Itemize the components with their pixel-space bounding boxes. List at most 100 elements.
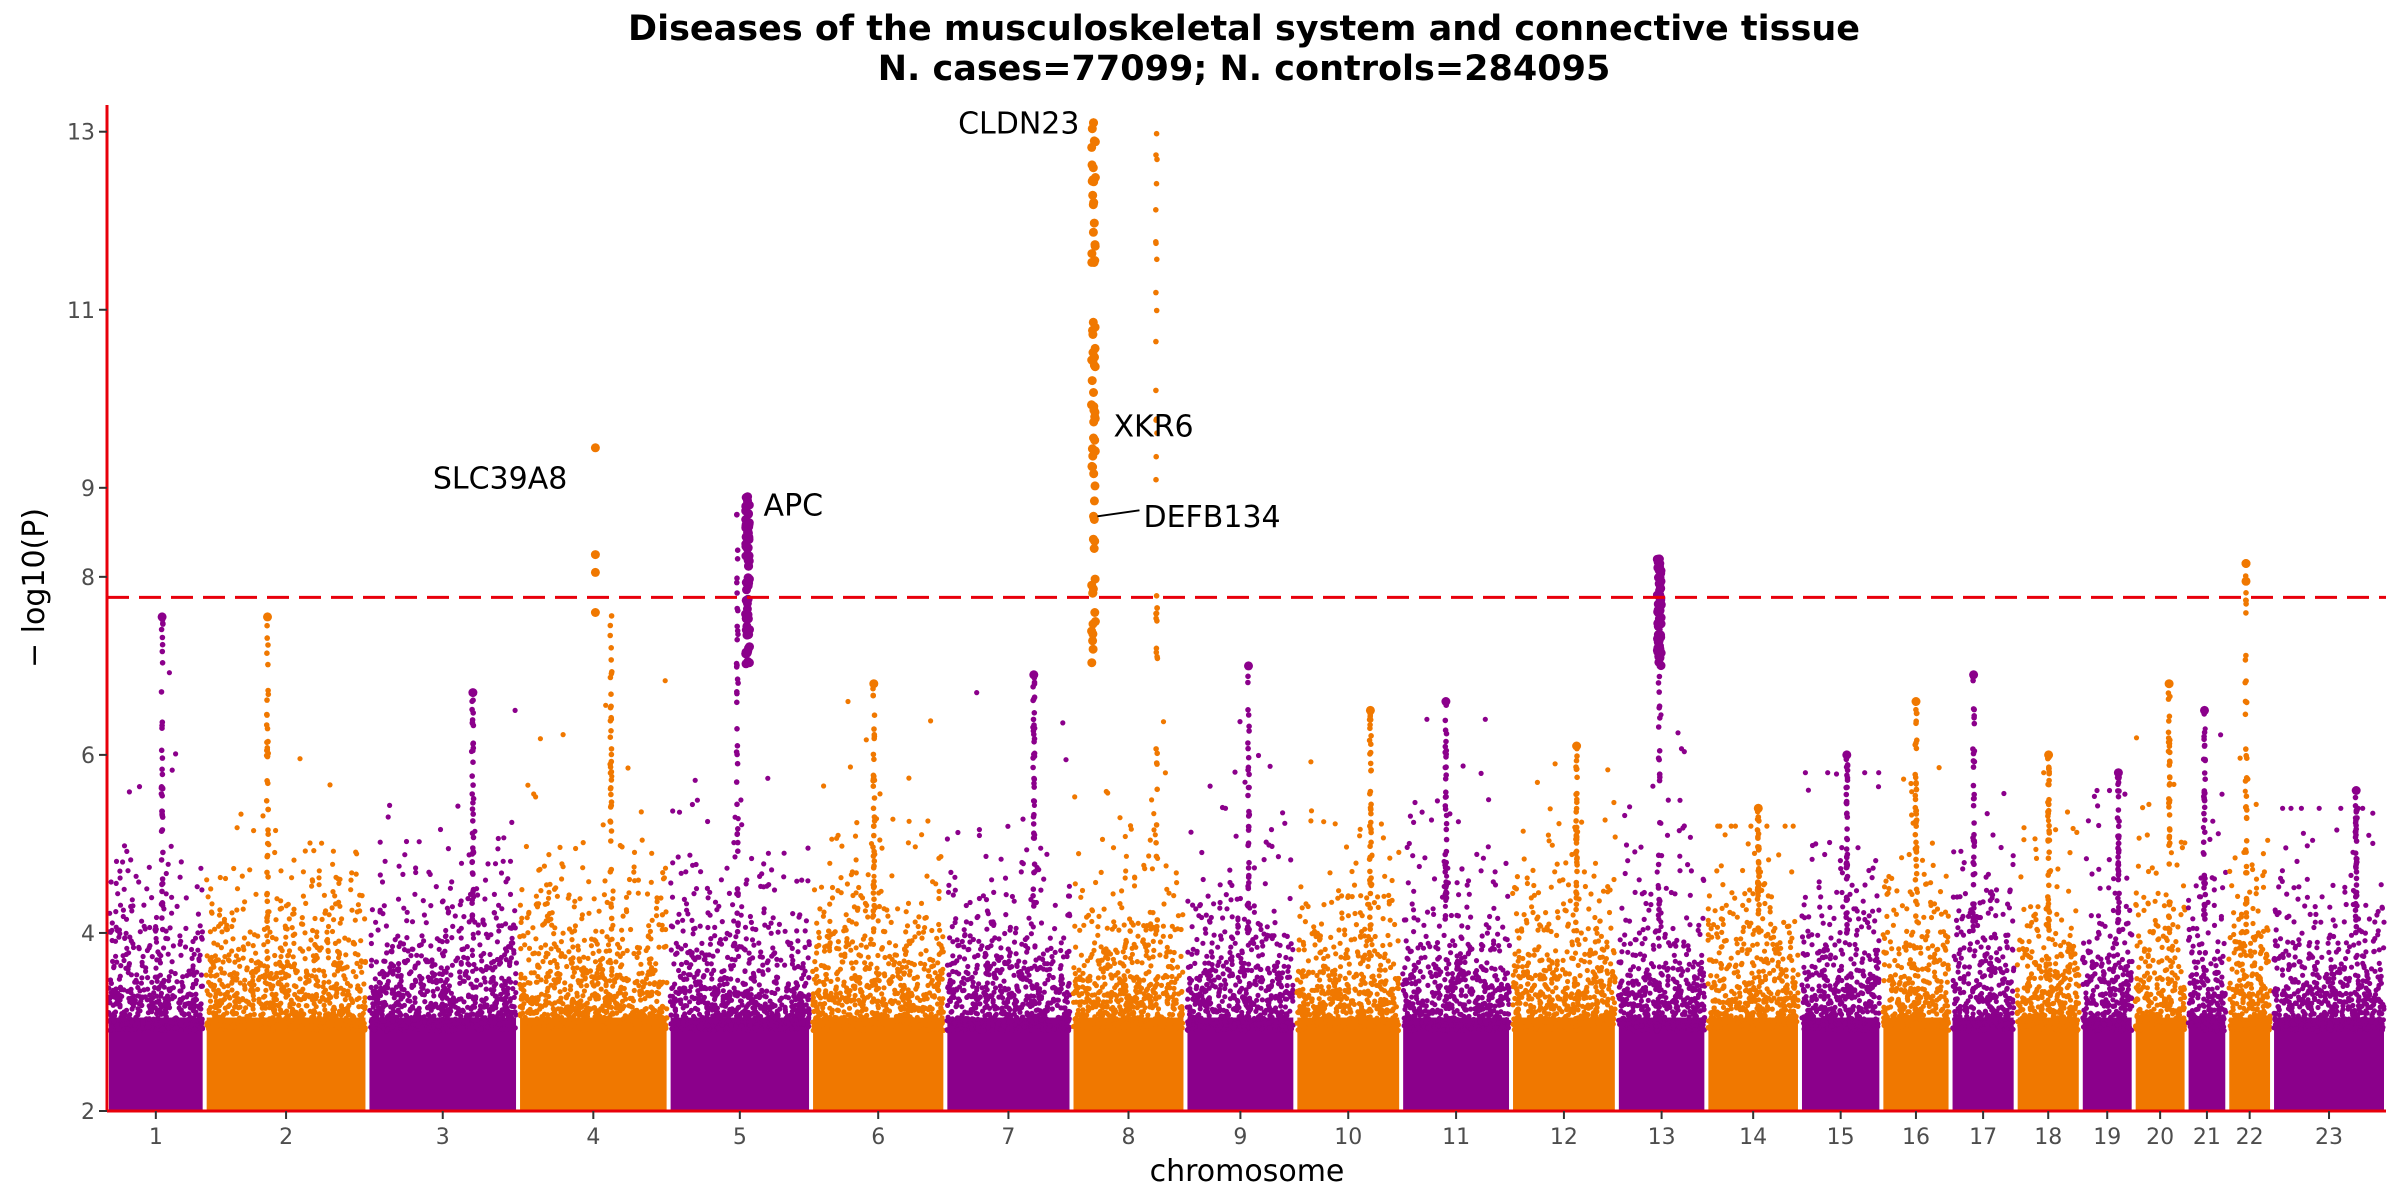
snp-point: [734, 511, 740, 518]
snp-point: [299, 1023, 305, 1029]
snp-point: [184, 1021, 190, 1027]
snp-point: [765, 967, 771, 973]
snp-point: [113, 909, 119, 915]
snp-point: [251, 997, 257, 1003]
snp-point: [905, 900, 912, 907]
snp-point: [752, 1005, 758, 1012]
snp-point: [349, 997, 355, 1003]
snp-point: [251, 932, 258, 938]
snp-point: [608, 866, 615, 873]
snp-point: [151, 1000, 157, 1006]
snp-point: [886, 940, 893, 946]
snp-point: [129, 908, 135, 914]
snp-point: [209, 901, 215, 907]
snp-point: [579, 1018, 585, 1024]
snp-point: [577, 896, 583, 902]
snp-point: [352, 951, 358, 957]
snp-point: [879, 845, 885, 851]
snp-point: [214, 972, 220, 978]
snp-point: [165, 951, 171, 957]
snp-point: [882, 929, 888, 935]
snp-point: [330, 848, 336, 854]
snp-point: [112, 1009, 119, 1015]
snp-point: [608, 657, 614, 663]
snp-point: [189, 992, 195, 998]
snp-point: [570, 944, 576, 950]
snp-point: [849, 997, 856, 1003]
snp-point: [870, 692, 876, 699]
snp-point: [155, 949, 161, 955]
snp-point: [265, 909, 271, 915]
snp-point: [839, 843, 845, 849]
snp-point: [529, 995, 535, 1001]
snp-point: [538, 888, 544, 894]
snp-point: [392, 937, 398, 943]
snp-point: [140, 1019, 146, 1025]
snp-point: [470, 782, 476, 788]
snp-point: [705, 1006, 711, 1012]
snp-point: [396, 1002, 402, 1008]
snp-point: [191, 1015, 197, 1021]
snp-point: [906, 818, 912, 824]
snp-point: [442, 985, 448, 991]
snp-point: [224, 922, 230, 928]
snp-point: [822, 1012, 829, 1018]
snp-point: [825, 1022, 831, 1028]
snp-point: [726, 1018, 732, 1024]
snp-point: [279, 969, 286, 975]
snp-point: [178, 997, 184, 1004]
snp-point: [482, 896, 488, 902]
snp-point: [470, 697, 476, 703]
snp-point: [741, 946, 747, 952]
snp-point: [761, 861, 767, 867]
snp-point: [623, 991, 629, 997]
snp-point: [734, 676, 741, 682]
snp-point: [630, 998, 637, 1004]
snp-point: [794, 878, 800, 884]
snp-point: [217, 1002, 223, 1009]
snp-point: [219, 1018, 225, 1024]
snp-point: [847, 988, 853, 994]
snp-point: [287, 1002, 293, 1008]
snp-point: [372, 976, 378, 982]
snp-point: [631, 987, 637, 994]
snp-point: [686, 964, 693, 971]
snp-point: [219, 981, 225, 988]
snp-point: [789, 999, 795, 1005]
snp-point: [743, 881, 749, 887]
snp-point: [618, 984, 624, 990]
snp-point: [224, 1018, 230, 1024]
snp-point: [994, 1005, 1000, 1011]
snp-point: [821, 783, 827, 789]
snp-point: [682, 942, 689, 949]
snp-point: [653, 961, 659, 967]
snp-point: [599, 972, 605, 978]
snp-point: [662, 678, 668, 684]
snp-point: [879, 991, 885, 997]
snp-point: [507, 858, 514, 864]
snp-point: [751, 974, 757, 980]
snp-point: [734, 886, 741, 892]
snp-point: [766, 1014, 773, 1020]
snp-point: [562, 980, 568, 986]
snp-point: [859, 895, 866, 901]
snp-point: [114, 1022, 120, 1028]
snp-point: [282, 923, 288, 929]
snp-point: [127, 934, 133, 940]
snp-point: [610, 896, 616, 902]
snp-point: [237, 980, 243, 986]
snp-point: [520, 933, 526, 939]
snp-point: [617, 964, 624, 970]
snp-point: [501, 1020, 507, 1026]
snp-point: [391, 1003, 397, 1009]
snp-point: [279, 963, 285, 969]
snp-point: [748, 919, 755, 926]
snp-point: [596, 948, 602, 954]
snp-point: [419, 991, 425, 998]
snp-point: [673, 940, 679, 946]
snp-point: [800, 961, 806, 967]
snp-point: [554, 964, 560, 970]
snp-point: [635, 877, 642, 883]
snp-point: [817, 1001, 823, 1007]
snp-point: [507, 891, 514, 898]
